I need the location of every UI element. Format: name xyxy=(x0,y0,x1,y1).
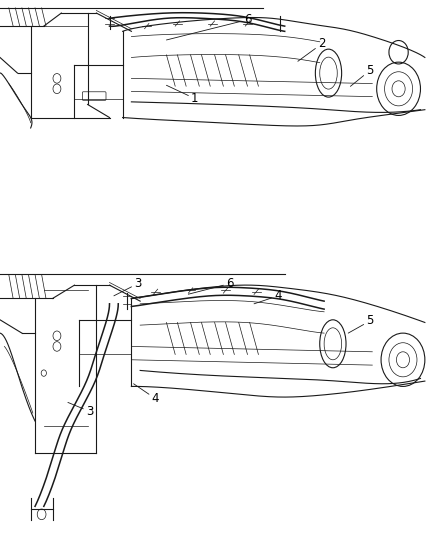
Text: 2: 2 xyxy=(298,37,326,61)
Text: 6: 6 xyxy=(188,277,234,294)
Text: 1: 1 xyxy=(166,85,199,105)
Text: 6: 6 xyxy=(166,13,251,40)
Text: 5: 5 xyxy=(350,64,374,86)
Text: 3: 3 xyxy=(68,402,93,418)
Text: 3: 3 xyxy=(114,277,141,296)
Text: 4: 4 xyxy=(254,289,282,304)
Text: 4: 4 xyxy=(134,384,159,405)
Text: 5: 5 xyxy=(348,314,374,333)
